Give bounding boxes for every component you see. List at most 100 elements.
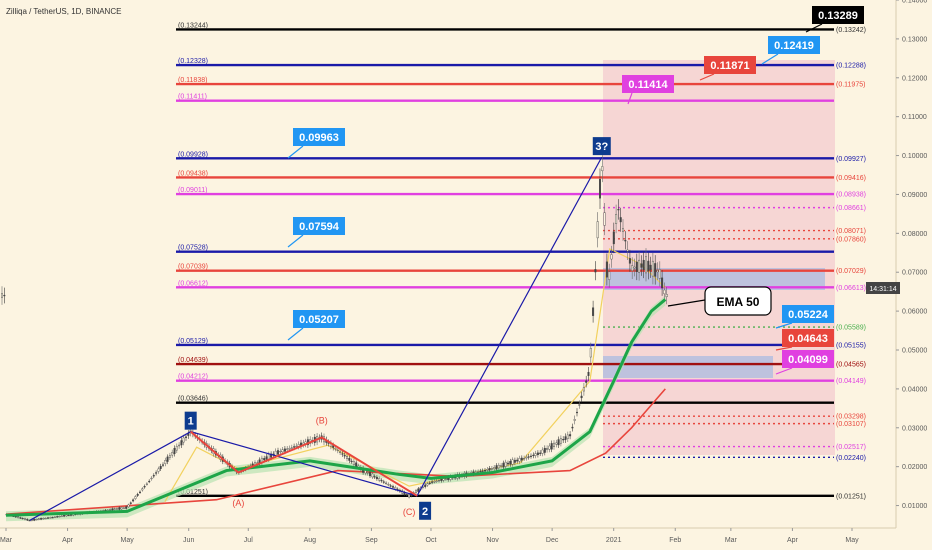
candle-body xyxy=(161,464,164,466)
candle-body xyxy=(159,465,162,469)
candle-body xyxy=(392,486,395,488)
candle-body xyxy=(525,456,528,459)
x-tick-label: 2021 xyxy=(606,537,622,544)
price-callout-box xyxy=(768,36,820,54)
y-tick-label: 0.14000 xyxy=(902,0,927,5)
candle-body xyxy=(559,438,562,444)
wave-label: (C) xyxy=(403,507,416,517)
price-callout-box xyxy=(704,56,756,74)
candle-body xyxy=(408,494,411,498)
candle-body xyxy=(500,465,503,467)
candle-body xyxy=(645,256,648,274)
candle-body xyxy=(433,481,436,483)
y-tick-label: 0.12000 xyxy=(902,75,927,82)
candle-body xyxy=(502,462,505,468)
candle-body xyxy=(58,515,61,518)
y-tick-label: 0.05000 xyxy=(902,348,927,355)
candle-body xyxy=(509,461,512,465)
level-label-right: (0.05155) xyxy=(836,342,866,349)
y-tick-label: 0.09000 xyxy=(902,192,927,199)
candle-body xyxy=(619,217,622,223)
candle-body xyxy=(295,445,298,448)
candle-body xyxy=(626,249,629,252)
wave-label: (B) xyxy=(316,416,328,426)
candle-body xyxy=(518,458,521,462)
price-callout-box xyxy=(782,329,834,347)
candle-body xyxy=(47,517,50,519)
candle-body xyxy=(42,518,45,520)
candle-body xyxy=(115,508,118,510)
candle-body xyxy=(564,436,567,441)
candle-body xyxy=(481,470,484,472)
candle-body xyxy=(610,254,613,260)
candle-body xyxy=(113,508,116,510)
x-tick-label: Jun xyxy=(183,537,194,544)
level-label-right: (0.08071) xyxy=(836,228,866,235)
candle-body xyxy=(631,265,634,271)
candle-body xyxy=(274,450,277,456)
candle-body xyxy=(118,507,121,510)
time-axis[interactable]: Mar Apr May Jun Jul Aug Sep Oct Nov Dec 2021 Feb Mar… xyxy=(0,527,932,550)
y-tick-label: 0.01000 xyxy=(902,503,927,510)
candle-body xyxy=(339,451,342,453)
candle-body xyxy=(3,294,6,297)
candle-body xyxy=(656,270,659,273)
level-label-right: (0.02240) xyxy=(836,455,866,462)
candle-body xyxy=(608,271,611,280)
level-label-left: (0.07528) xyxy=(178,245,208,252)
price-callout-box xyxy=(782,305,834,323)
y-tick-label: 0.10000 xyxy=(902,153,927,160)
level-label-right: (0.07029) xyxy=(836,268,866,275)
callout-pointer xyxy=(287,327,304,341)
price-callout-box xyxy=(293,310,345,328)
level-label-left: (0.11838) xyxy=(178,77,207,84)
candle-body xyxy=(615,214,618,224)
candle-body xyxy=(155,472,158,474)
candle-body xyxy=(341,453,344,455)
candle-body xyxy=(134,496,137,499)
candle-body xyxy=(265,456,268,460)
candle-body xyxy=(111,508,114,511)
candle-body xyxy=(164,459,167,464)
candle-body xyxy=(663,289,666,295)
candle-body xyxy=(601,166,604,172)
candle-body xyxy=(136,494,139,496)
candle-body xyxy=(638,259,641,273)
level-label-left: (0.12328) xyxy=(178,58,208,65)
candle-body xyxy=(387,484,390,486)
x-tick-label: Feb xyxy=(669,537,681,544)
candle-body xyxy=(385,482,388,484)
candle-body xyxy=(109,509,112,511)
candle-body xyxy=(550,443,553,450)
callout-pointer xyxy=(775,346,793,351)
candle-body xyxy=(375,476,378,480)
candle-body xyxy=(539,452,542,454)
candle-body xyxy=(350,460,353,463)
candle-body xyxy=(184,436,187,438)
candle-body xyxy=(424,484,427,487)
level-label-right: (0.03298) xyxy=(836,414,866,421)
y-tick-label: 0.03000 xyxy=(902,425,927,432)
candle-body xyxy=(440,478,443,481)
candle-body xyxy=(571,426,574,429)
candle-body xyxy=(60,515,63,517)
candle-body xyxy=(555,442,558,445)
candle-body xyxy=(585,380,588,383)
price-axis[interactable]: 0.01000 0.02000 0.03000 0.04000 0.05000 0.060… xyxy=(895,0,932,550)
ema-annotation-box xyxy=(704,286,772,316)
level-label-right: (0.03107) xyxy=(836,421,866,428)
candle-body xyxy=(536,452,539,456)
candle-body xyxy=(486,468,489,471)
x-tick-label: Apr xyxy=(787,537,799,544)
wave-label: 3? xyxy=(595,141,608,153)
candle-body xyxy=(366,472,369,474)
wave-label: 1 xyxy=(188,416,194,428)
callout-pointer xyxy=(627,92,633,105)
x-tick-label: Nov xyxy=(486,537,499,544)
y-tick-label: 0.08000 xyxy=(902,231,927,238)
candle-body xyxy=(592,307,595,316)
price-callout-text: 0.11871 xyxy=(710,60,749,72)
candle-body xyxy=(490,468,493,470)
time-axis-bg xyxy=(0,528,932,550)
